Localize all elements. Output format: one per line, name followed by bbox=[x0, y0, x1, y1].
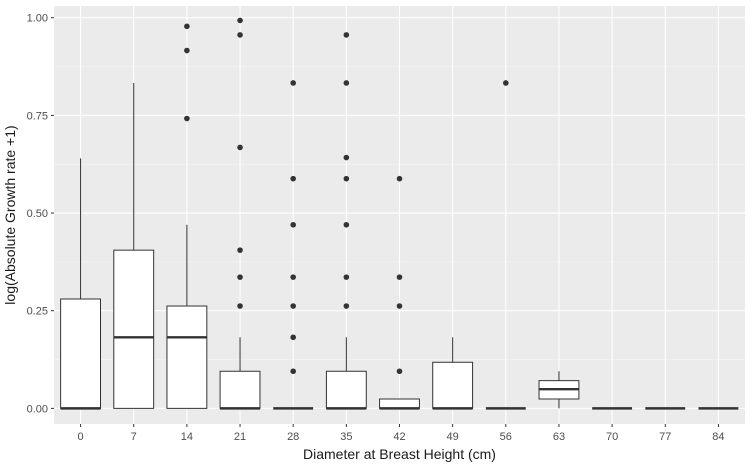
box-56 bbox=[485, 80, 526, 410]
x-tick-label: 7 bbox=[131, 431, 137, 443]
outlier-point bbox=[184, 23, 190, 30]
y-tick-label: 0.75 bbox=[27, 110, 48, 122]
outlier-point bbox=[396, 303, 403, 309]
x-tick-label: 35 bbox=[340, 431, 352, 443]
outlier-point bbox=[396, 175, 403, 182]
outlier-point bbox=[237, 144, 243, 151]
outlier-point bbox=[237, 17, 243, 24]
y-axis: 0.00 0.25 0.50 0.75 1.00 bbox=[27, 13, 54, 415]
box-35 bbox=[325, 32, 367, 410]
box-21 bbox=[219, 17, 261, 410]
box-0 bbox=[60, 158, 102, 410]
y-tick-label: 1.00 bbox=[27, 13, 48, 25]
outlier-point bbox=[237, 32, 243, 38]
outlier-point bbox=[184, 47, 190, 54]
outlier-point bbox=[343, 303, 350, 309]
outlier-point bbox=[396, 274, 403, 280]
x-tick-label: 49 bbox=[447, 431, 459, 443]
x-tick-label: 0 bbox=[78, 431, 84, 443]
x-tick-label: 14 bbox=[181, 431, 193, 443]
outlier-point bbox=[237, 303, 243, 309]
outlier-point bbox=[290, 80, 296, 86]
outlier-point bbox=[290, 303, 296, 309]
outlier-point bbox=[343, 175, 350, 182]
box-28 bbox=[273, 80, 314, 410]
box-body bbox=[60, 298, 102, 409]
outlier-point bbox=[290, 274, 296, 280]
box-body bbox=[432, 361, 474, 409]
x-axis-title: Diameter at Breast Height (cm) bbox=[303, 446, 496, 462]
x-tick-label: 63 bbox=[553, 431, 565, 443]
outlier-point bbox=[237, 247, 243, 253]
box-42 bbox=[379, 175, 420, 410]
y-axis-title: log(Absolute Growth rate +1) bbox=[2, 125, 18, 304]
x-tick-label: 21 bbox=[234, 431, 246, 443]
outlier-point bbox=[184, 115, 190, 122]
outlier-point bbox=[290, 175, 296, 182]
box-7 bbox=[113, 82, 155, 409]
outlier-point bbox=[503, 80, 509, 86]
box-body bbox=[219, 370, 261, 409]
box-14 bbox=[166, 23, 208, 409]
outlier-point bbox=[343, 274, 350, 280]
outlier-point bbox=[343, 32, 350, 38]
outlier-point bbox=[343, 80, 350, 86]
y-tick-label: 0.25 bbox=[27, 306, 48, 318]
x-axis: 0 7 14 21 28 35 42 49 56 63 70 77 84 bbox=[78, 424, 725, 443]
x-tick-label: 84 bbox=[712, 431, 724, 443]
x-tick-label: 56 bbox=[500, 431, 512, 443]
box-series bbox=[60, 17, 739, 410]
y-tick-label: 0.00 bbox=[27, 403, 48, 415]
box-body bbox=[166, 305, 208, 409]
box-body bbox=[113, 249, 155, 409]
x-tick-label: 70 bbox=[606, 431, 618, 443]
box-49 bbox=[432, 337, 474, 410]
x-tick-label: 28 bbox=[287, 431, 299, 443]
box-body bbox=[325, 370, 367, 409]
outlier-point bbox=[290, 368, 296, 375]
outlier-point bbox=[290, 221, 296, 228]
outlier-point bbox=[396, 368, 403, 375]
y-tick-label: 0.50 bbox=[27, 208, 48, 220]
box-63 bbox=[538, 371, 580, 409]
outlier-point bbox=[290, 334, 296, 341]
box-body bbox=[379, 398, 420, 409]
outlier-point bbox=[343, 154, 350, 161]
outlier-point bbox=[237, 274, 243, 280]
x-tick-label: 42 bbox=[393, 431, 405, 443]
x-tick-label: 77 bbox=[659, 431, 671, 443]
outlier-point bbox=[343, 221, 350, 228]
